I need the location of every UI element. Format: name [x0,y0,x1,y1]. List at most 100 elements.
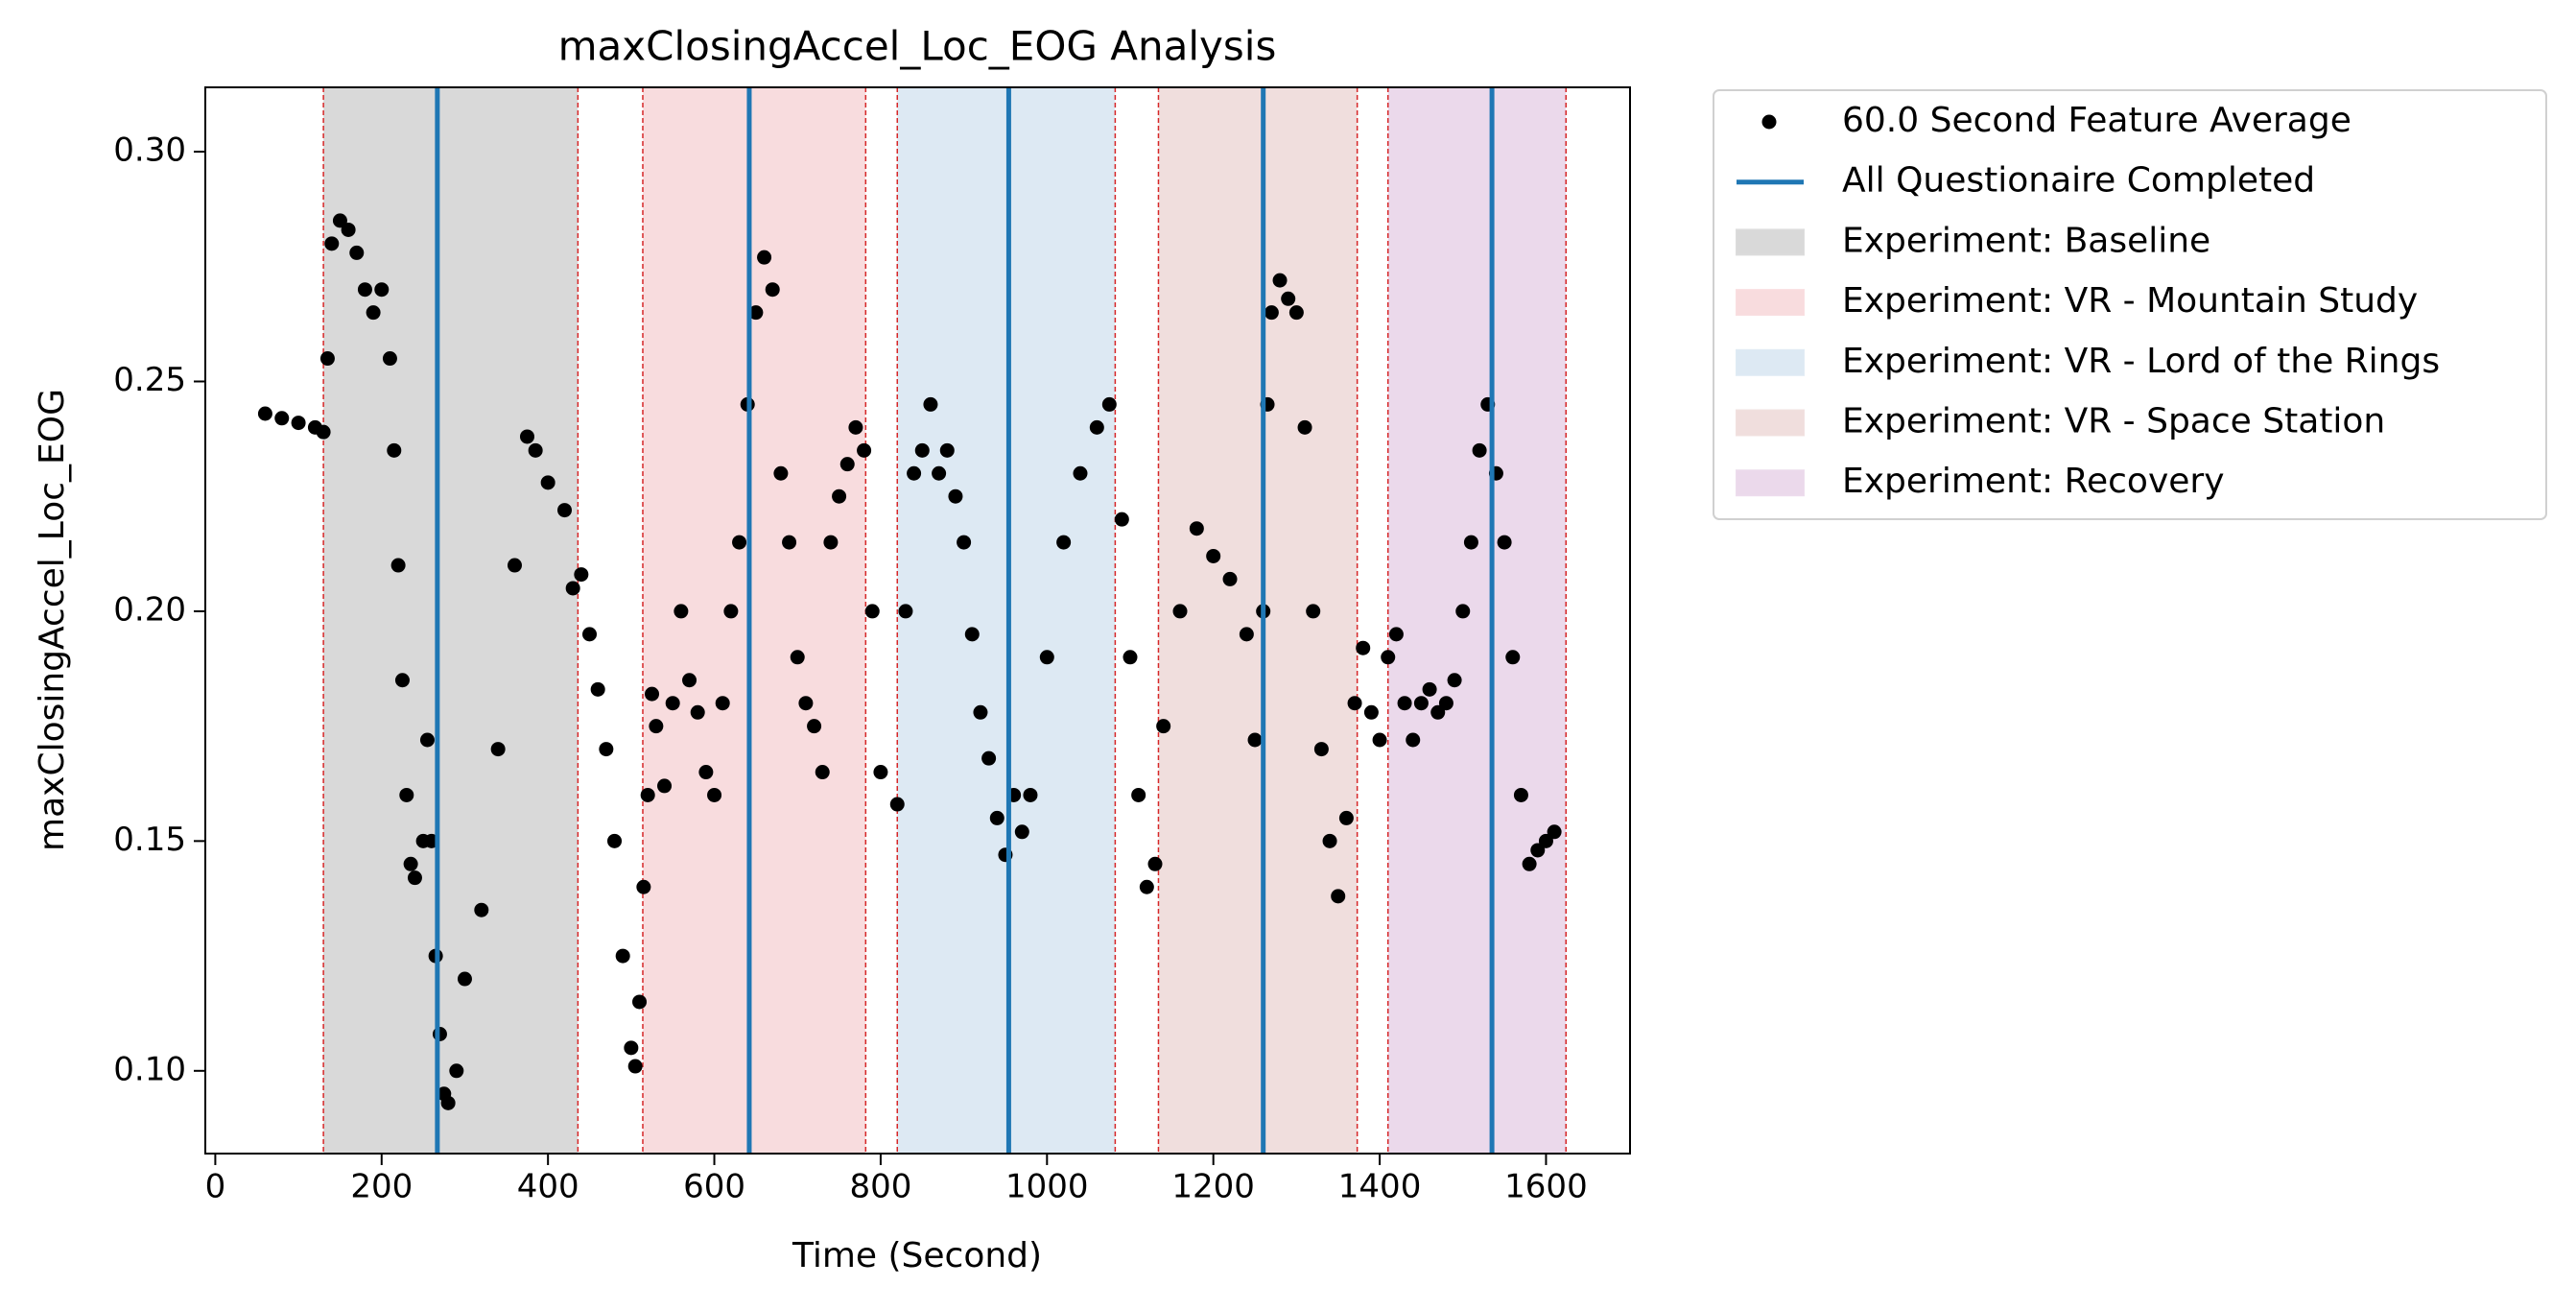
data-point [1513,787,1528,802]
data-point [889,797,905,812]
x-tick-label: 800 [849,1168,911,1206]
legend-label: Experiment: Recovery [1842,462,2225,501]
data-point [624,1040,639,1056]
legend-box [1713,89,2547,520]
data-point [807,719,822,734]
data-point [574,567,589,583]
data-point [964,627,980,642]
data-point [1156,719,1171,734]
data-point [1172,604,1188,619]
data-point [645,686,660,702]
data-point [1056,535,1072,550]
data-point [989,810,1004,825]
data-point [324,236,340,251]
data-point [382,351,397,367]
data-point [1306,604,1321,619]
y-tick-label: 0.25 [113,361,186,399]
data-point [765,282,780,298]
y-tick-label: 0.15 [113,821,186,859]
data-point [1239,627,1254,642]
data-point [557,503,573,518]
data-point [565,581,580,596]
data-point [823,535,839,550]
data-point [636,879,651,894]
data-point [698,765,714,780]
data-point [1388,627,1404,642]
x-tick-label: 600 [683,1168,745,1206]
data-point [1505,650,1521,665]
data-point [1538,833,1553,848]
data-point [440,1095,456,1110]
data-point [1381,650,1396,665]
data-point [1131,787,1146,802]
data-point [274,411,290,426]
data-point [291,416,306,431]
data-point [914,442,930,458]
data-point [657,778,673,794]
data-point [1114,512,1129,527]
span [1158,87,1358,1154]
data-point [390,558,406,573]
data-point [607,833,623,848]
data-point [782,535,797,550]
legend-swatch [1736,289,1805,317]
data-point [1023,787,1038,802]
data-point [1447,673,1462,688]
data-point [1522,856,1537,871]
data-point [723,604,739,619]
data-point [1472,442,1487,458]
data-point [732,535,747,550]
data-point [640,787,655,802]
data-point [907,465,922,481]
data-point [257,406,272,421]
data-point [1222,571,1238,586]
data-point [932,465,947,481]
data-point [507,558,522,573]
data-point [1347,696,1362,711]
data-point [649,719,664,734]
data-point [615,948,630,964]
data-point [1438,696,1453,711]
data-point [1139,879,1154,894]
legend-label: All Questionaire Completed [1842,161,2315,201]
data-point [1101,396,1117,412]
data-point [1455,604,1471,619]
x-tick-label: 200 [350,1168,413,1206]
data-point [1372,732,1387,748]
legend-swatch [1736,469,1805,497]
data-point [627,1059,643,1074]
data-point [1413,696,1429,711]
data-point [490,742,506,757]
data-point [1073,465,1088,481]
data-point [407,870,422,886]
data-point [1014,824,1029,840]
x-tick-label: 1600 [1504,1168,1588,1206]
data-point [316,424,331,440]
data-point [374,282,390,298]
data-point [798,696,814,711]
x-tick-label: 1200 [1171,1168,1255,1206]
data-point [981,750,997,766]
data-point [1430,704,1446,720]
data-point [1397,696,1412,711]
data-point [1313,742,1329,757]
data-point [632,994,648,1010]
data-point [432,1026,447,1041]
legend-swatch [1736,228,1805,256]
data-point [1530,843,1546,858]
data-point [474,902,489,917]
span [1387,87,1567,1154]
y-axis-label: maxClosingAccel_Loc_EOG [33,389,72,851]
data-point [1272,273,1288,288]
data-point [832,488,847,504]
plot-frame [204,86,1631,1155]
y-tick-label: 0.30 [113,131,186,170]
data-point [939,442,955,458]
x-tick-label: 400 [517,1168,579,1206]
data-point [790,650,805,665]
data-point [1356,640,1371,655]
data-point [773,465,789,481]
data-point [973,704,988,720]
